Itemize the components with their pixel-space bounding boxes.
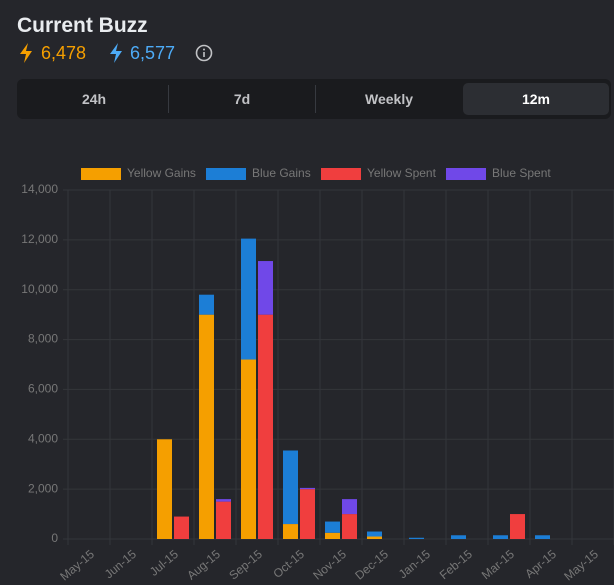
bar — [216, 501, 231, 539]
x-tick-label: May-15 — [561, 547, 601, 584]
x-tick-label: Feb-15 — [437, 547, 475, 582]
y-tick-label: 12,000 — [21, 232, 58, 246]
tab[interactable]: 24h — [21, 83, 167, 115]
bar — [258, 261, 273, 315]
bar — [325, 521, 340, 533]
x-tick-label: Aug-15 — [184, 547, 223, 583]
bar — [535, 535, 550, 539]
bar — [451, 535, 466, 539]
bar — [300, 487, 315, 490]
tab[interactable]: 7d — [169, 83, 315, 115]
bar — [199, 294, 214, 315]
legend-swatch — [446, 168, 486, 180]
x-tick-label: May-15 — [57, 547, 97, 584]
bar — [216, 499, 231, 502]
y-tick-label: 4,000 — [28, 431, 58, 445]
yellow-bolt — [20, 43, 32, 63]
bar — [283, 450, 298, 525]
bar — [342, 499, 357, 515]
bar — [367, 536, 382, 539]
blue-bolt — [110, 43, 122, 63]
legend-swatch — [81, 168, 121, 180]
legend-swatch — [206, 168, 246, 180]
separator — [168, 85, 169, 113]
tab[interactable]: Weekly — [316, 83, 462, 115]
bar — [367, 531, 382, 537]
title: Current Buzz — [17, 14, 148, 37]
bar — [342, 514, 357, 539]
bar — [409, 537, 424, 539]
y-tick-label: 8,000 — [28, 332, 58, 346]
legend-label: Yellow Spent — [367, 166, 437, 180]
legend-label: Blue Spent — [492, 166, 551, 180]
x-tick-label: Jul-15 — [147, 547, 181, 579]
bar — [493, 535, 508, 539]
legend-label: Blue Gains — [252, 166, 311, 180]
bar — [199, 314, 214, 539]
legend-label: Yellow Gains — [127, 166, 196, 180]
bar — [241, 238, 256, 360]
bar — [174, 516, 189, 539]
tab-active[interactable]: 12m — [463, 83, 609, 115]
y-tick-label: 0 — [51, 531, 58, 545]
yellow-balance: 6,478 — [41, 43, 87, 63]
x-tick-label: Dec-15 — [352, 547, 391, 583]
x-tick-label: Jan-15 — [396, 547, 433, 582]
bar — [283, 524, 298, 539]
y-tick-label: 10,000 — [21, 282, 58, 296]
bar — [241, 359, 256, 539]
bar — [258, 314, 273, 539]
separator — [315, 85, 316, 113]
x-tick-label: Jun-15 — [102, 547, 139, 582]
x-tick-label: Nov-15 — [310, 547, 349, 583]
tab-bar: 24h 7d Weekly 12m — [17, 79, 611, 119]
y-tick-label: 6,000 — [28, 382, 58, 396]
info-icon[interactable] — [195, 44, 213, 62]
x-tick-label: Sep-15 — [226, 547, 265, 583]
x-tick-label: Oct-15 — [270, 547, 307, 581]
x-tick-label: Apr-15 — [522, 547, 559, 581]
y-tick-label: 14,000 — [21, 182, 58, 196]
bar — [157, 439, 172, 539]
bar — [510, 514, 525, 539]
y-tick-label: 2,000 — [28, 481, 58, 495]
legend-swatch — [321, 168, 361, 180]
x-tick-label: Mar-15 — [479, 547, 517, 582]
blue-balance: 6,577 — [130, 43, 176, 63]
bar — [300, 489, 315, 539]
bar — [325, 532, 340, 539]
